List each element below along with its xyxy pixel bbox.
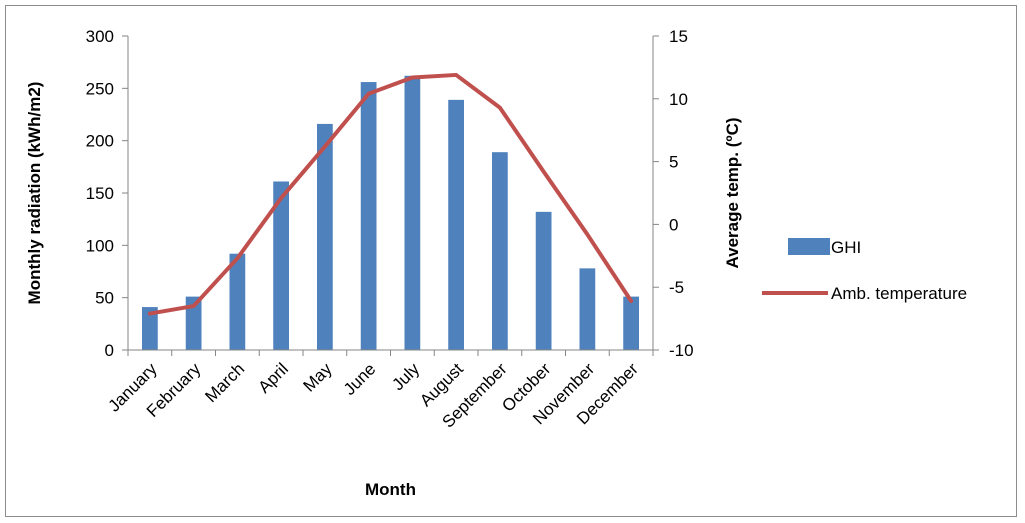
legend-label-temperature: Amb. temperature [831, 284, 967, 303]
y2-tick-label: 0 [669, 215, 678, 234]
y-tick-label: 150 [86, 184, 114, 203]
x-axis-title: Month [365, 480, 416, 499]
bar [360, 82, 377, 350]
y2-tick-label: 5 [669, 153, 678, 172]
bar [185, 296, 202, 350]
bar [317, 123, 333, 350]
bar [229, 253, 246, 350]
x-tick-label: May [300, 359, 336, 395]
y-tick-label: 300 [86, 27, 114, 46]
chart-frame [5, 5, 1017, 517]
bar [273, 181, 289, 350]
temperature-line [147, 72, 634, 316]
legend-swatch-ghi [788, 238, 830, 255]
axes-group [122, 35, 659, 356]
bar [404, 75, 421, 351]
y2-tick-label: -5 [669, 278, 684, 297]
y-tick-label: 250 [86, 79, 114, 98]
y-tick-label: 100 [86, 236, 114, 255]
y2-tick-label: 15 [669, 27, 688, 46]
bar-series-group [142, 75, 639, 351]
bar [623, 296, 639, 350]
y-tick-label: 0 [105, 341, 114, 360]
x-tick-label: March [201, 359, 248, 406]
bar [492, 152, 508, 350]
x-tick-label: July [388, 359, 423, 394]
bar [448, 99, 464, 350]
line-series-group [147, 72, 634, 316]
legend-label-ghi: GHI [831, 238, 861, 257]
y-tick-label: 50 [95, 289, 114, 308]
x-tick-label: April [254, 359, 291, 396]
legend: GHI Amb. temperature [762, 238, 967, 303]
y-tick-label: 200 [86, 132, 114, 151]
bar [535, 211, 552, 350]
y2-axis-title: Average temp. (ºC) [723, 117, 742, 268]
y2-tick-label: 10 [669, 90, 688, 109]
bar [142, 307, 158, 350]
y2-tick-label: -10 [669, 341, 694, 360]
y-axis-title: Monthly radiation (kWh/m2) [25, 82, 44, 305]
bar [579, 268, 596, 350]
x-tick-label: June [340, 359, 380, 399]
